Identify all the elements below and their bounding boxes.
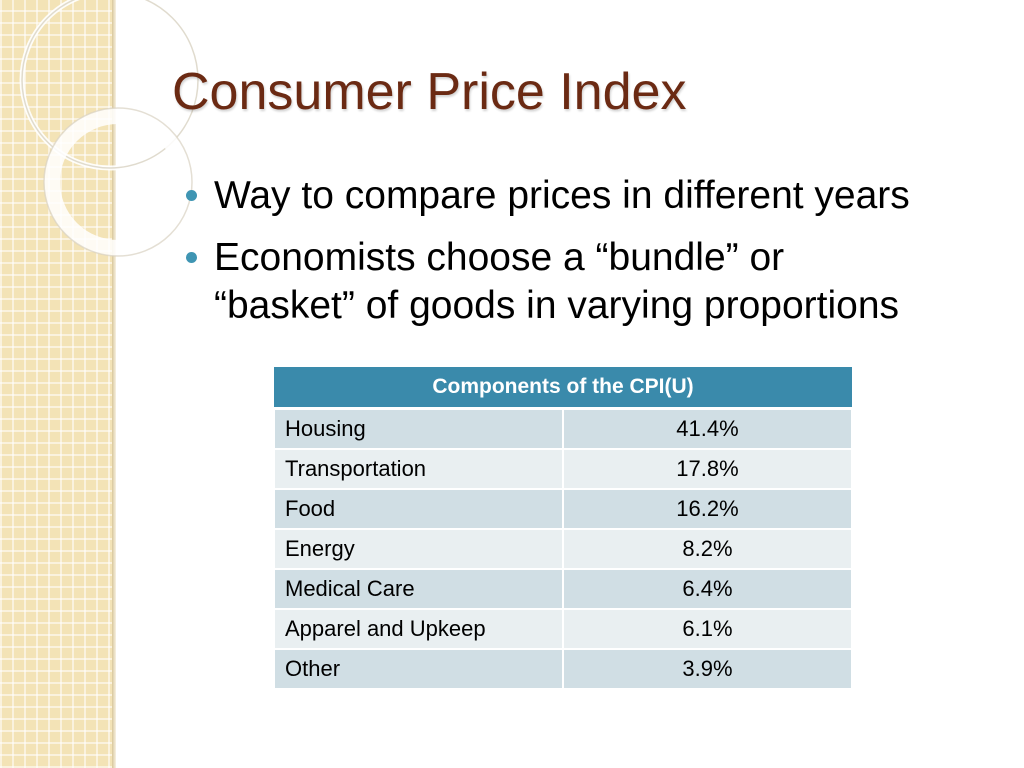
slide-title: Consumer Price Index (172, 63, 687, 121)
table-row: Transportation 17.8% (273, 448, 853, 490)
table-row: Energy 8.2% (273, 528, 853, 570)
table-row: Other 3.9% (273, 648, 853, 690)
category-cell: Transportation (273, 448, 564, 490)
share-cell: 6.1% (562, 608, 853, 650)
table-row: Food 16.2% (273, 488, 853, 530)
bullet-text: Way to compare prices in different years (214, 174, 910, 217)
category-cell: Other (273, 648, 564, 690)
category-cell: Medical Care (273, 568, 564, 610)
share-cell: 8.2% (562, 528, 853, 570)
bullet-dot-icon (186, 252, 197, 263)
category-cell: Food (273, 488, 564, 530)
strip-edge (112, 0, 116, 768)
share-cell: 6.4% (562, 568, 853, 610)
bullet-item: Way to compare prices in different years (186, 172, 926, 220)
bullet-dot-icon (186, 190, 197, 201)
table-row: Apparel and Upkeep 6.1% (273, 608, 853, 650)
decorative-rings-icon (19, 0, 200, 257)
category-cell: Housing (273, 407, 564, 450)
table-row: Medical Care 6.4% (273, 568, 853, 610)
table-row: Housing 41.4% (273, 407, 853, 450)
share-cell: 3.9% (562, 648, 853, 690)
share-cell: 17.8% (562, 448, 853, 490)
bullet-item: Economists choose a “bundle” or “basket”… (186, 234, 926, 330)
bullet-list: Way to compare prices in different years… (186, 172, 926, 344)
share-cell: 16.2% (562, 488, 853, 530)
category-cell: Energy (273, 528, 564, 570)
table-header: Components of the CPI(U) (274, 367, 852, 410)
cpi-components-table: Components of the CPI(U) Housing 41.4% T… (273, 367, 853, 690)
share-cell: 41.4% (562, 407, 853, 450)
bullet-text: Economists choose a “bundle” or “basket”… (214, 236, 900, 327)
category-cell: Apparel and Upkeep (273, 608, 564, 650)
